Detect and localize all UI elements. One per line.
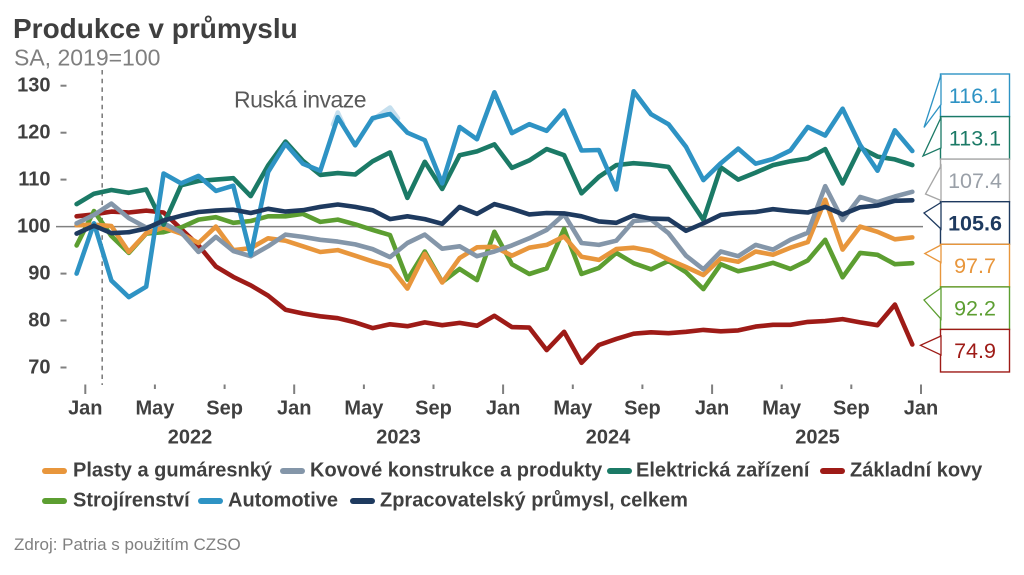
- svg-text:74.9: 74.9: [954, 339, 996, 363]
- svg-text:113.1: 113.1: [949, 126, 1001, 150]
- svg-text:107.4: 107.4: [948, 169, 1002, 193]
- svg-text:105.6: 105.6: [948, 212, 1002, 236]
- svg-text:97.7: 97.7: [954, 254, 996, 278]
- svg-text:116.1: 116.1: [949, 84, 1001, 108]
- svg-text:92.2: 92.2: [954, 297, 996, 321]
